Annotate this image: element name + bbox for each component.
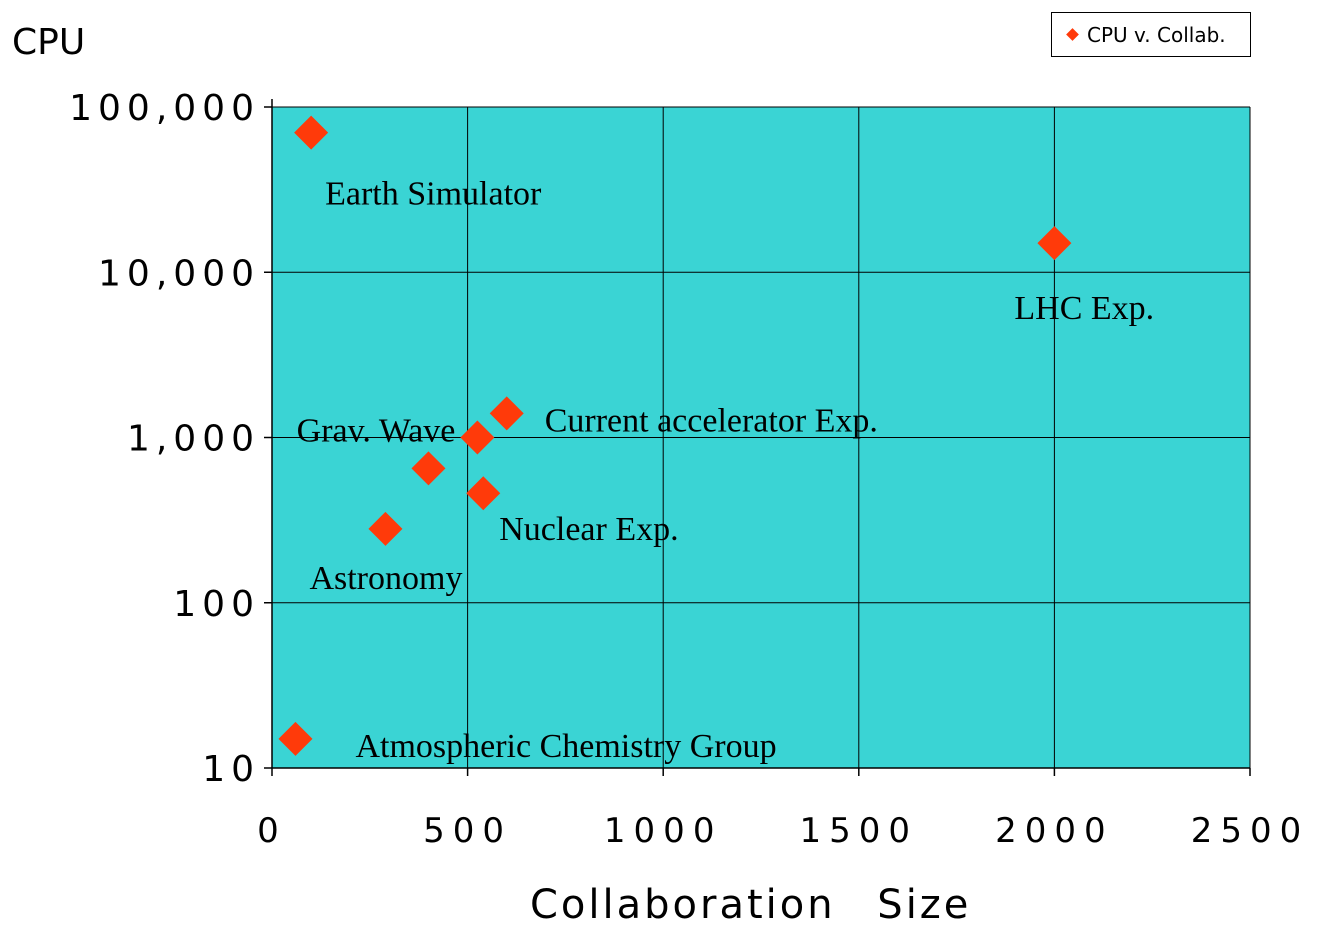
y-tick-label: 10,000 bbox=[98, 253, 260, 294]
x-tick-label: 2000 bbox=[995, 811, 1114, 851]
y-tick-label: 100 bbox=[173, 584, 260, 625]
data-point bbox=[1037, 226, 1072, 261]
data-point bbox=[460, 420, 495, 455]
x-tick-label: 2500 bbox=[1191, 811, 1310, 851]
point-label: Current accelerator Exp. bbox=[545, 402, 878, 439]
data-point bbox=[466, 476, 501, 511]
x-tick-label: 1500 bbox=[800, 811, 919, 851]
x-tick-label: 1000 bbox=[604, 811, 723, 851]
data-point bbox=[411, 451, 446, 486]
legend-label: CPU v. Collab. bbox=[1087, 22, 1226, 47]
x-tick-labels: 0 500 1000 1500 2000 2500 bbox=[257, 811, 1310, 851]
y-axis-title: CPU bbox=[12, 22, 86, 63]
point-label: Earth Simulator bbox=[325, 176, 542, 213]
gridlines bbox=[272, 106, 1251, 768]
data-point bbox=[278, 721, 313, 756]
point-labels: Earth Simulator LHC Exp. Current accelerat… bbox=[297, 176, 1155, 765]
y-tick-label: 1,000 bbox=[127, 419, 260, 460]
x-tick-label: 0 bbox=[257, 811, 287, 851]
point-label: Astronomy bbox=[309, 560, 462, 597]
y-tick-label: 10 bbox=[202, 749, 260, 790]
data-point bbox=[368, 511, 403, 546]
point-label: Grav. Wave bbox=[297, 413, 456, 450]
y-tick-labels: 10 100 1,000 10,000 100,000 bbox=[69, 88, 260, 790]
data-point bbox=[294, 115, 329, 150]
point-label: LHC Exp. bbox=[1014, 290, 1154, 327]
axes bbox=[264, 99, 1251, 776]
x-axis-title: Collaboration Size bbox=[530, 882, 972, 928]
point-label: Nuclear Exp. bbox=[499, 511, 678, 548]
y-tick-label: 100,000 bbox=[69, 88, 260, 129]
data-points bbox=[278, 115, 1072, 756]
x-tick-label: 500 bbox=[423, 811, 512, 851]
point-label: Atmospheric Chemistry Group bbox=[355, 728, 776, 765]
data-point bbox=[489, 396, 524, 431]
legend: CPU v. Collab. bbox=[1051, 12, 1251, 57]
legend-marker-icon bbox=[1066, 28, 1079, 41]
